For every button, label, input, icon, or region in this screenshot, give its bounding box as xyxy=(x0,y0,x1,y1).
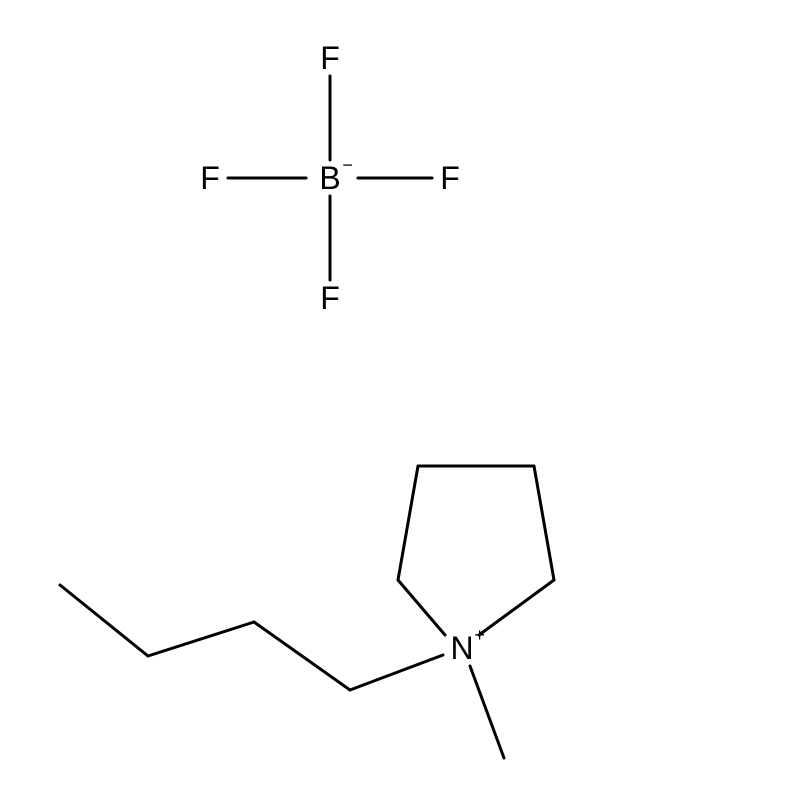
bond-line xyxy=(148,622,254,656)
bond-line xyxy=(254,622,350,690)
molecule-diagram: B− F F F F N+ xyxy=(0,0,800,800)
bond-line xyxy=(60,585,148,656)
bond-line xyxy=(398,580,445,635)
svg-text:+: + xyxy=(474,625,485,645)
bond-line xyxy=(398,466,418,580)
fluorine-atom-0: F xyxy=(320,40,340,76)
bond-line xyxy=(470,666,504,758)
bond-line xyxy=(534,466,554,580)
svg-text:B: B xyxy=(319,160,340,196)
svg-text:F: F xyxy=(320,40,340,76)
svg-text:F: F xyxy=(320,280,340,316)
svg-text:F: F xyxy=(440,160,460,196)
svg-text:N: N xyxy=(450,630,473,666)
fluorine-atom-1: F xyxy=(440,160,460,196)
bond-line xyxy=(479,580,554,635)
fluorine-atom-2: F xyxy=(320,280,340,316)
boron-atom: B− xyxy=(319,155,353,196)
svg-text:−: − xyxy=(342,155,353,175)
svg-text:F: F xyxy=(200,160,220,196)
bond-line xyxy=(350,655,443,690)
nitrogen-atom: N+ xyxy=(450,625,484,666)
fluorine-atom-3: F xyxy=(200,160,220,196)
